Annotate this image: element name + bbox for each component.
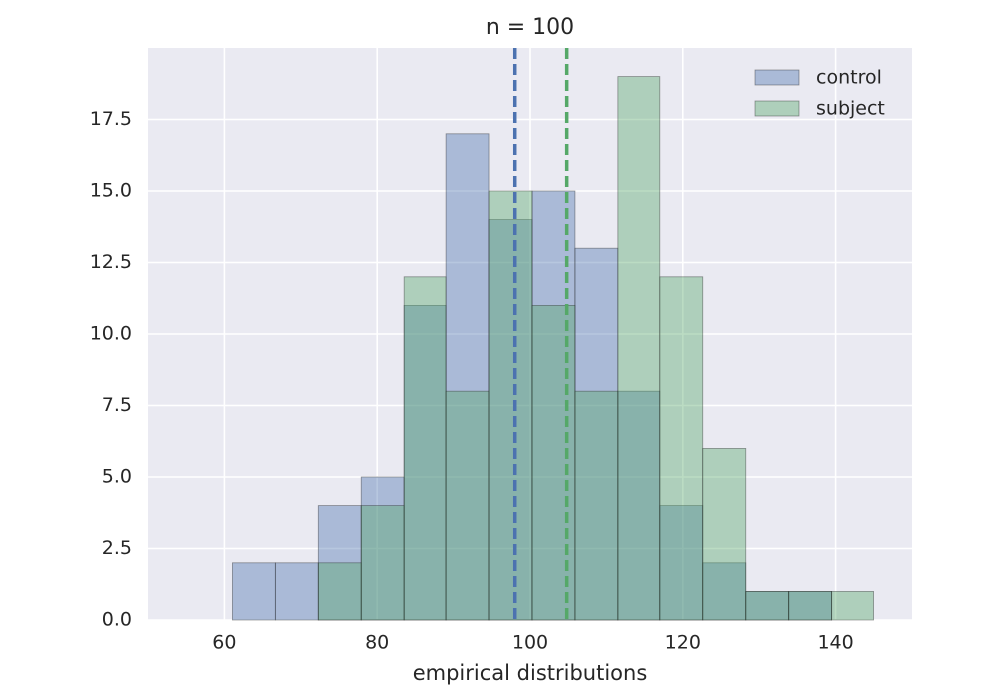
- chart-title: n = 100: [486, 15, 574, 40]
- histogram-bar: [488, 219, 533, 621]
- y-tick-label: 2.5: [102, 537, 132, 559]
- histogram-bar: [317, 562, 362, 621]
- histogram-bar: [317, 505, 362, 621]
- histogram-bar: [531, 304, 576, 621]
- histogram-bar: [659, 276, 704, 621]
- histogram-bar: [574, 247, 619, 621]
- histogram-bar: [702, 562, 747, 621]
- legend-label: subject: [816, 98, 885, 120]
- x-tick-label: 120: [665, 632, 701, 654]
- legend-label: control: [816, 67, 882, 89]
- y-tick-label: 0.0: [102, 609, 132, 631]
- histogram-bar: [659, 505, 704, 621]
- histogram-bar: [574, 390, 619, 621]
- histogram-bar: [403, 304, 447, 621]
- y-tick-label: 17.5: [90, 108, 132, 130]
- histogram-bar: [745, 591, 790, 621]
- histogram-bar: [617, 76, 661, 621]
- histogram-bar: [788, 591, 833, 621]
- histogram-bar: [403, 276, 447, 621]
- histogram-bar: [831, 591, 874, 621]
- histogram-bar: [445, 390, 490, 621]
- histogram-bar: [702, 447, 747, 621]
- histogram-bar: [232, 562, 276, 621]
- histogram-bar: [360, 476, 405, 621]
- y-tick-label: 5.0: [102, 466, 132, 488]
- legend-swatch: [754, 69, 800, 86]
- histogram-bar: [745, 591, 790, 621]
- y-tick-label: 12.5: [90, 251, 132, 273]
- x-tick-label: 60: [212, 632, 236, 654]
- legend-swatch: [754, 100, 800, 117]
- histogram-bar: [488, 190, 533, 621]
- histogram-bar: [445, 133, 490, 621]
- x-axis-label: empirical distributions: [413, 661, 648, 685]
- x-tick-label: 140: [817, 632, 853, 654]
- histogram-bar: [274, 562, 319, 621]
- histogram-bar: [360, 505, 405, 621]
- y-tick-label: 10.0: [90, 323, 132, 345]
- y-tick-label: 7.5: [102, 394, 132, 416]
- x-tick-label: 100: [512, 632, 548, 654]
- x-tick-label: 80: [365, 632, 389, 654]
- histogram-bar: [617, 390, 661, 621]
- y-tick-label: 15.0: [90, 180, 132, 202]
- histogram-bar: [788, 591, 833, 621]
